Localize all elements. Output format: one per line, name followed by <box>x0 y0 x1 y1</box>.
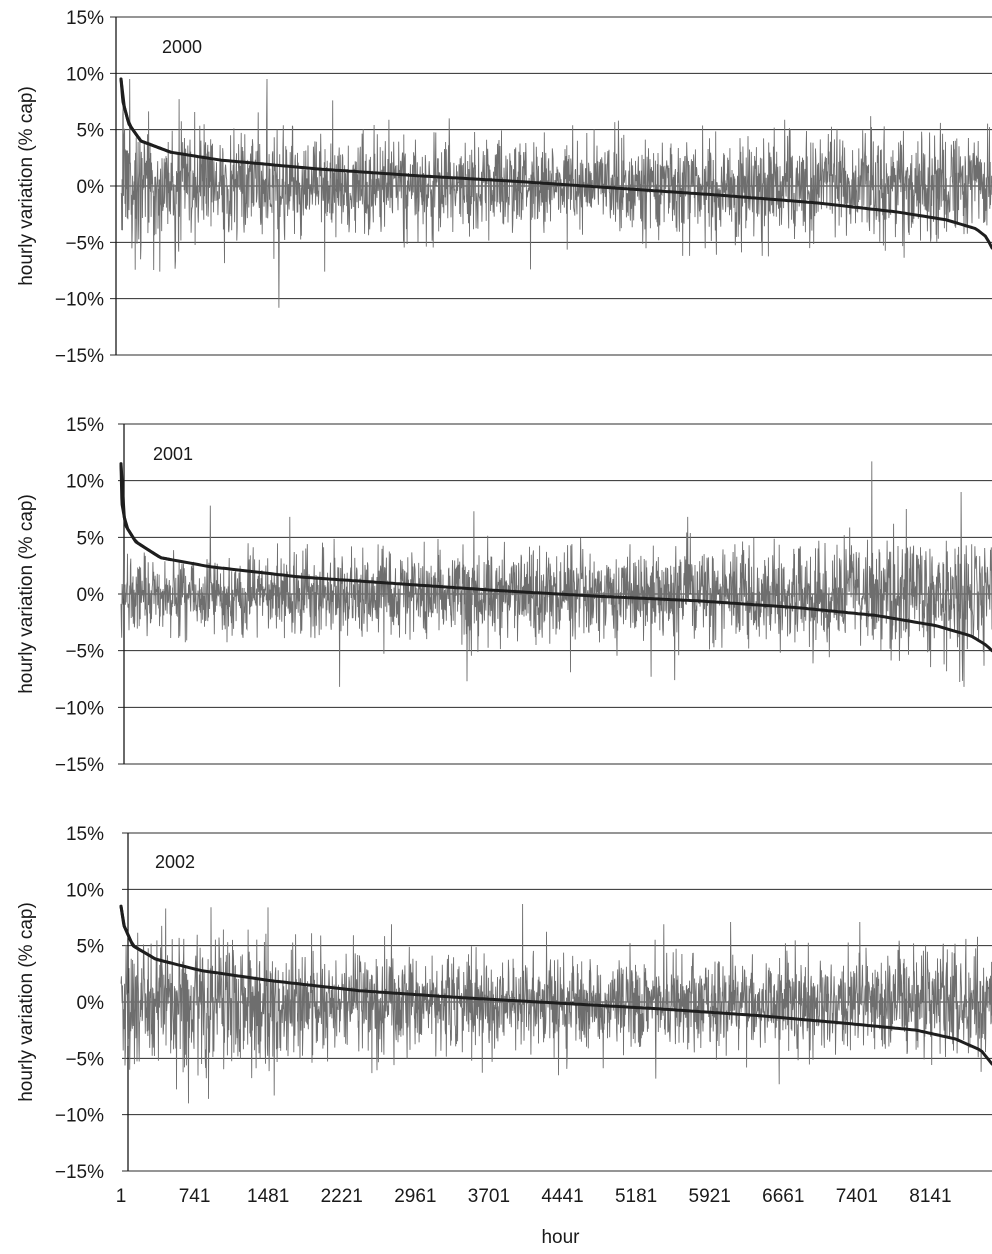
sorted-duration-curve-head <box>119 904 173 965</box>
y-axis-ticks: 15% 10% 5% 0% −5% −10% −15% <box>55 415 104 776</box>
series-layer <box>119 461 992 687</box>
panel-label: 2001 <box>153 444 193 464</box>
x-tick-label: 1481 <box>247 1186 289 1207</box>
y-tick-label: −15% <box>55 346 104 367</box>
y-tick-label: −5% <box>65 233 104 254</box>
y-axis-title: hourly variation (% cap) <box>16 902 37 1102</box>
y-tick-label: 15% <box>66 8 104 29</box>
sorted-duration-curve-head <box>119 77 173 154</box>
y-tick-label: 0% <box>77 993 105 1014</box>
hourly-variation-series <box>120 461 992 687</box>
x-tick-label: 8141 <box>909 1186 951 1207</box>
y-tick-label: −5% <box>65 1049 104 1070</box>
y-tick-label: −10% <box>55 290 104 311</box>
chart-panel-2002: 15% 10% 5% 0% −5% −10% −15% 1 741 1481 2221 2961 37… <box>16 824 992 1248</box>
x-tick-label: 1 <box>116 1186 127 1207</box>
x-tick-label: 6661 <box>762 1186 804 1207</box>
chart-panel-2001: 15% 10% 5% 0% −5% −10% −15% 2001 hourly variat… <box>16 415 992 776</box>
y-axis-ticks: 15% 10% 5% 0% −5% −10% −15% <box>55 824 104 1183</box>
x-tick-label: 3701 <box>468 1186 510 1207</box>
y-tick-label: 15% <box>66 415 104 436</box>
y-tick-label: 0% <box>77 585 105 606</box>
y-tick-label: 0% <box>77 177 105 198</box>
x-axis-ticks: 1 741 1481 2221 2961 3701 4441 5181 5921 6661 7401… <box>116 1186 952 1207</box>
x-tick-label: 4441 <box>541 1186 583 1207</box>
hourly-variation-series <box>120 78 992 308</box>
x-tick-label: 5181 <box>615 1186 657 1207</box>
y-tick-label: 10% <box>66 880 104 901</box>
x-tick-label: 741 <box>179 1186 211 1207</box>
y-tick-label: 15% <box>66 824 104 845</box>
y-tick-label: 10% <box>66 472 104 493</box>
y-axis-title: hourly variation (% cap) <box>16 494 37 694</box>
y-tick-label: −10% <box>55 698 104 719</box>
x-tick-label: 7401 <box>836 1186 878 1207</box>
chart-panel-2000: 15% 10% 5% 0% −5% −10% −15% 2000 hourly variat… <box>16 8 992 367</box>
series-layer <box>119 903 992 1104</box>
y-tick-label: 5% <box>77 528 105 549</box>
y-tick-label: −15% <box>55 1162 104 1183</box>
series-layer <box>119 77 992 308</box>
x-tick-label: 5921 <box>689 1186 731 1207</box>
sorted-duration-curve <box>119 904 992 1066</box>
panel-label: 2002 <box>155 852 195 872</box>
x-tick-label: 2221 <box>321 1186 363 1207</box>
y-tick-label: 10% <box>66 64 104 85</box>
y-axis-title: hourly variation (% cap) <box>16 86 37 286</box>
panel-label: 2000 <box>162 37 202 57</box>
sorted-duration-curve-head <box>119 462 173 562</box>
x-tick-label: 2961 <box>394 1186 436 1207</box>
y-tick-label: −5% <box>65 642 104 663</box>
hourly-variation-series <box>120 903 992 1104</box>
y-tick-label: −10% <box>55 1106 104 1127</box>
y-tick-label: 5% <box>77 121 105 142</box>
x-axis-title: hour <box>541 1227 580 1248</box>
y-tick-label: 5% <box>77 937 105 958</box>
sorted-duration-curve <box>119 77 992 250</box>
y-axis-ticks: 15% 10% 5% 0% −5% −10% −15% <box>55 8 104 367</box>
y-tick-label: −15% <box>55 755 104 776</box>
sorted-duration-curve <box>119 462 992 653</box>
